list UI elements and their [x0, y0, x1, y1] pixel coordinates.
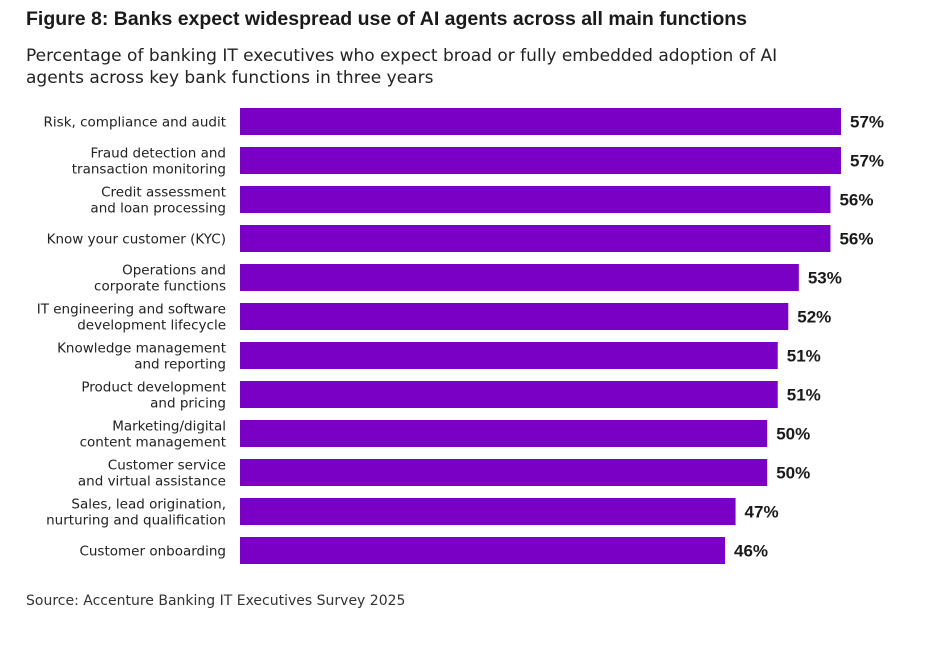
category-label-line: transaction monitoring: [72, 162, 226, 178]
category-label-line: Credit assessment: [101, 185, 226, 201]
bar-chart: 57% Risk, compliance and audit 57% Fraud de…: [37, 108, 884, 564]
category-label-line: Fraud detection and: [91, 146, 226, 162]
category-label: Fraud detection and transaction monitorin…: [72, 146, 226, 178]
data-label: 57%: [850, 152, 884, 171]
category-label: Customer service and virtual assistance: [78, 458, 226, 490]
category-label-line: Customer onboarding: [79, 544, 226, 560]
chart-title: Figure 8: Banks expect widespread use of…: [26, 8, 747, 30]
bar: [240, 186, 831, 213]
category-label-line: Operations and: [122, 263, 226, 279]
bar: [240, 459, 768, 486]
category-label-line: Customer service: [108, 458, 226, 474]
bar: [240, 108, 841, 135]
category-label-line: corporate functions: [94, 279, 226, 295]
category-label-line: Know your customer (KYC): [47, 232, 226, 248]
category-label-line: and reporting: [134, 357, 226, 373]
category-label: Risk, compliance and audit: [44, 115, 226, 131]
bar: [240, 264, 799, 291]
category-label-line: Marketing/digital: [112, 419, 226, 435]
data-label: 56%: [839, 191, 873, 210]
category-label-line: Risk, compliance and audit: [44, 115, 226, 131]
data-label: 47%: [745, 503, 779, 522]
data-label: 56%: [839, 230, 873, 249]
category-label-line: Knowledge management: [57, 341, 226, 357]
category-label-line: IT engineering and software: [37, 302, 226, 318]
bar: [240, 537, 726, 564]
data-label: 51%: [787, 347, 821, 366]
category-label-line: and pricing: [150, 396, 226, 412]
data-label: 52%: [797, 308, 831, 327]
category-label: IT engineering and software development l…: [37, 302, 226, 334]
data-label: 53%: [808, 269, 842, 288]
category-label: Know your customer (KYC): [47, 232, 226, 248]
category-label: Sales, lead origination, nurturing and qu…: [46, 497, 226, 529]
category-label: Knowledge management and reporting: [57, 341, 226, 373]
data-label: 51%: [787, 386, 821, 405]
category-label: Credit assessment and loan processing: [90, 185, 226, 217]
data-label: 57%: [850, 113, 884, 132]
category-label-line: Sales, lead origination,: [71, 497, 226, 513]
category-label-line: content management: [80, 435, 226, 451]
category-label-line: and virtual assistance: [78, 474, 226, 490]
category-label-line: and loan processing: [90, 201, 226, 217]
bar: [240, 498, 736, 525]
bar: [240, 225, 831, 252]
category-label-line: development lifecycle: [77, 318, 226, 334]
bar: [240, 381, 778, 408]
category-label-line: nurturing and qualification: [46, 513, 226, 529]
source-note: Source: Accenture Banking IT Executives …: [26, 593, 406, 609]
data-label: 50%: [776, 464, 810, 483]
data-label: 50%: [776, 425, 810, 444]
bar: [240, 303, 789, 330]
bar: [240, 420, 768, 447]
chart-subtitle: Percentage of banking IT executives who …: [26, 46, 778, 88]
category-label: Product development and pricing: [81, 380, 226, 412]
category-label-line: Product development: [81, 380, 226, 396]
bar: [240, 147, 841, 174]
bar: [240, 342, 778, 369]
data-label: 46%: [734, 542, 768, 561]
category-label: Operations and corporate functions: [94, 263, 226, 295]
category-label: Customer onboarding: [79, 544, 226, 560]
category-label: Marketing/digital content management: [80, 419, 226, 451]
